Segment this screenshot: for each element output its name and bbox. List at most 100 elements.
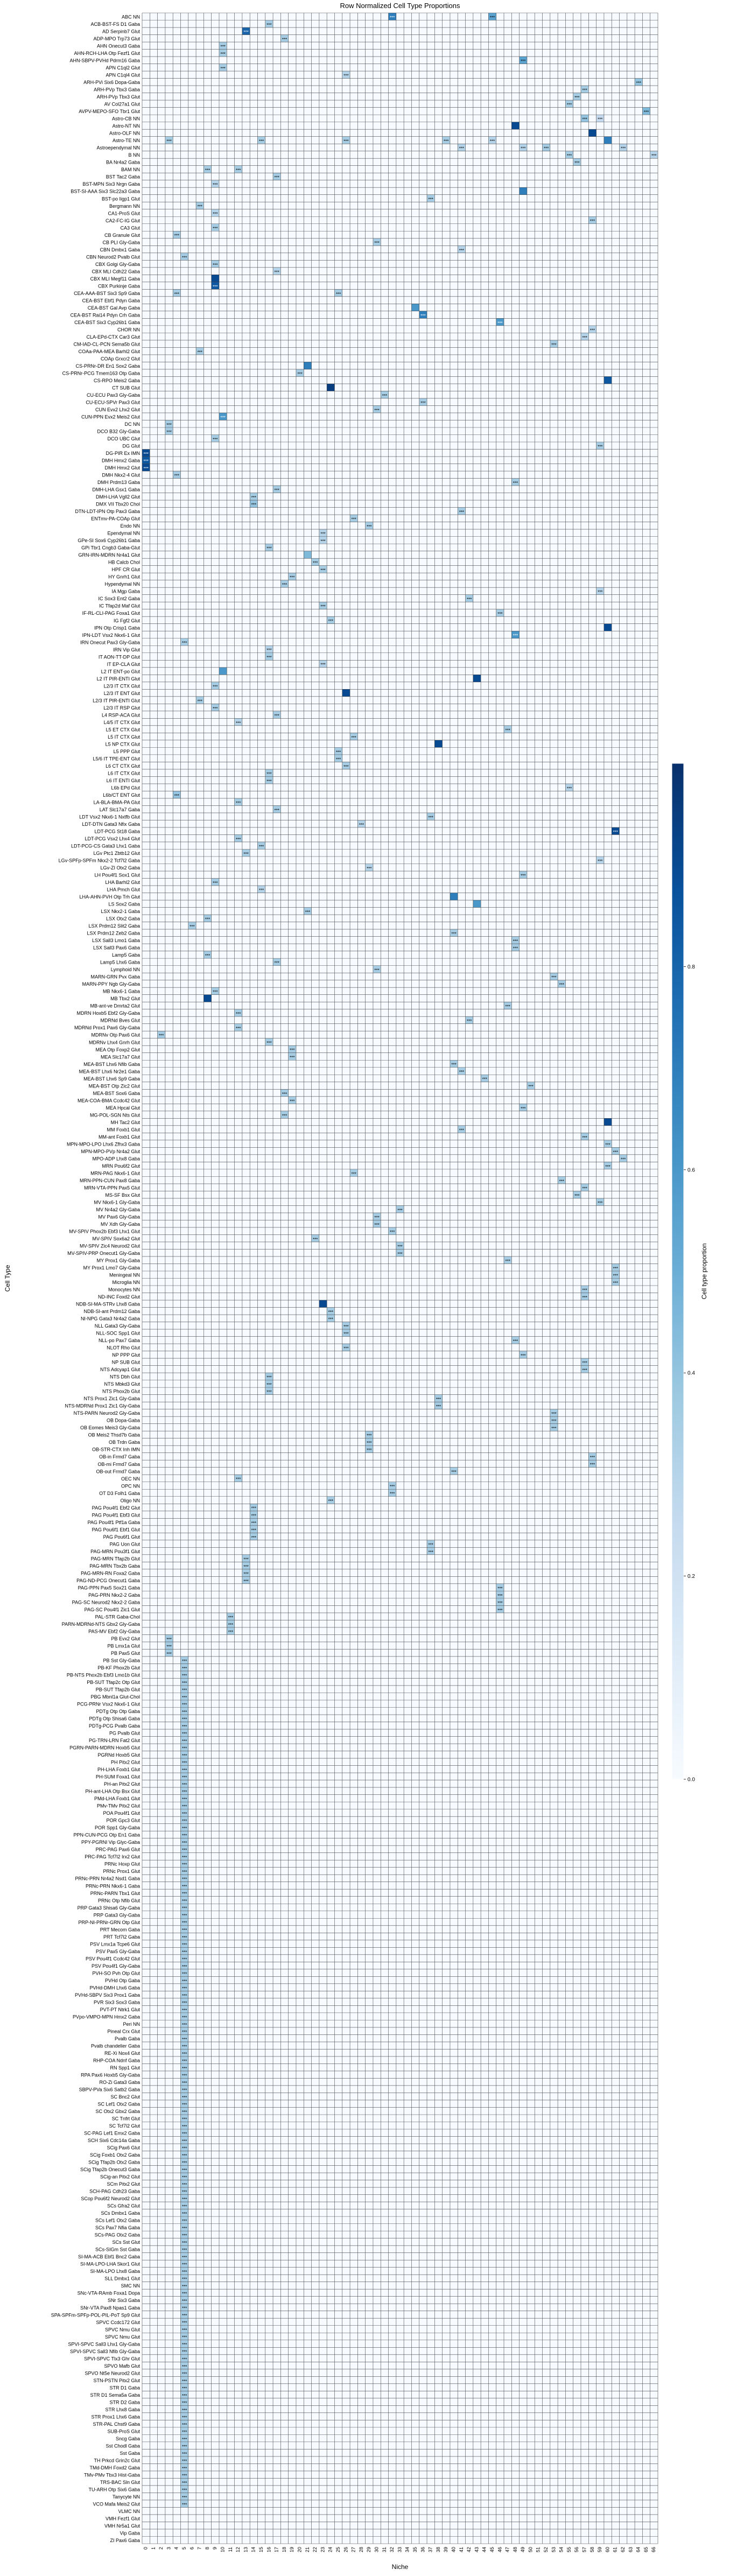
y-tick-label: Microglia NN [112,1280,140,1285]
cell-annotation: *** [182,1986,187,1991]
heatmap-cell [227,1620,235,1627]
heatmap-cell [180,1962,188,1969]
y-tick-label: Lamp5 Gaba [112,952,140,958]
heatmap-cell [242,1576,250,1584]
cell-annotation: *** [182,1659,187,1663]
x-tick-label: 64 [636,2547,641,2552]
y-tick-label: Hypendymal NN [104,581,140,587]
y-tick-label: IT AON-TT-DP Glut [99,654,141,659]
x-tick-label: 50 [528,2547,533,2552]
cell-annotation: *** [343,1332,348,1337]
heatmap-cell [180,2463,188,2471]
heatmap-cell [596,442,604,450]
cell-annotation: *** [174,474,179,479]
y-tick-label: ABC NN [122,15,140,20]
cell-annotation: *** [182,2095,187,2100]
x-tick-label: 62 [620,2547,626,2552]
y-tick-label: DMH-LHA Vgll2 Glut [96,494,141,500]
heatmap-cell [180,2231,188,2238]
y-tick-label: DMH Prdm13 Gaba [97,480,140,485]
y-tick-label: LGv-SPFp-SPFm Nkx2-2 Tcf7l2 Gaba [59,858,140,864]
y-tick-label: SNc-VTA-RAmb Foxa1 Dopa [78,2291,140,2296]
heatmap-cell [219,64,227,72]
heatmap-cell [234,798,242,806]
y-tick-label: L5/6 IT TPE-ENT Glut [93,756,140,761]
y-tick-label: MEA-BST Lhx6 Nfib Gaba [83,1062,140,1067]
cell-annotation: *** [259,139,264,144]
heatmap-cell [342,1322,350,1330]
x-tick-label: 54 [559,2547,564,2552]
cell-annotation: *** [182,2044,187,2049]
cell-annotation: *** [613,1273,618,1278]
cell-annotation: *** [182,2437,187,2442]
cell-annotation: *** [506,728,510,733]
y-tick-label: PVH-SO Pvh Otp Glut [92,1970,140,1976]
heatmap-cell [211,275,219,282]
heatmap-cell [180,2078,188,2086]
y-tick-label: CA2-FC-IG Glut [106,218,141,223]
y-tick-label: NTS-PARN Neurod2 Gly-Gaba [74,1410,140,1416]
heatmap-cell [265,769,273,777]
cell-annotation: *** [551,1412,556,1416]
cell-annotation: *** [182,1863,187,1868]
y-tick-label: NLL-SOC Spp1 Glut [96,1331,140,1336]
heatmap-cell [180,2151,188,2159]
y-tick-label: IA Mgp Gaba [111,589,140,594]
cell-annotation: *** [182,1812,187,1816]
y-tick-label: SCH-PAG Cdh23 Gaba [89,2189,140,2194]
heatmap-cell [573,1191,581,1198]
cell-annotation: *** [182,2205,187,2209]
y-tick-label: Sncg Gaba [116,2436,140,2441]
cell-annotation: *** [290,1099,294,1104]
cell-annotation: *** [182,2306,187,2311]
cell-annotation: *** [343,764,348,769]
heatmap-cell [334,754,342,762]
y-tick-label: TH Prkcd Grin2c Glut [94,2458,140,2463]
heatmap-cell [327,383,335,391]
cell-annotation: *** [374,241,379,245]
cell-annotation: *** [182,1834,187,1838]
heatmap-cell [180,2209,188,2217]
x-tick-label: 38 [436,2547,441,2552]
cell-annotation: *** [182,2212,187,2216]
y-tick-label: DC NN [125,422,141,427]
y-tick-label: SCig Tfap2b Otx2 Gaba [88,2160,140,2165]
cell-annotation: *** [182,2066,187,2071]
heatmap-cell [388,1482,396,1490]
x-tick-label: 59 [597,2547,602,2552]
y-tick-label: SI-MA-LPO Lhx8 Gaba [90,2269,140,2274]
heatmap-cell [165,427,173,435]
y-tick-label: PH-SUM Foxa1 Glut [96,1774,141,1780]
cell-annotation: *** [182,2059,187,2063]
heatmap-cell [211,704,219,711]
heatmap-cell [311,558,319,566]
cell-annotation: *** [213,212,217,216]
heatmap-cell [573,158,581,166]
cell-annotation: *** [551,1419,556,1424]
cell-annotation: *** [551,342,556,347]
cell-annotation: *** [459,1128,464,1133]
y-tick-label: AHN-RCH-LHA Otp Fezf1 Glut [74,51,140,56]
cell-annotation: *** [451,1063,456,1068]
heatmap-cell [180,2187,188,2195]
cell-annotation: *** [182,2473,187,2478]
x-tick-label: 36 [420,2547,425,2552]
cell-annotation: *** [182,1964,187,1969]
heatmap-cell [350,515,358,522]
cell-annotation: *** [182,2386,187,2391]
heatmap-cell [180,252,188,261]
heatmap-cell [180,2005,188,2013]
heatmap-cell [180,1685,188,1693]
y-tick-label: STR Lhx8 Gaba [105,2407,140,2412]
heatmap-cell [180,2180,188,2188]
x-tick-label: 51 [536,2547,541,2552]
cell-annotation: *** [182,1717,187,1722]
cell-annotation: *** [574,1194,579,1198]
y-tick-label: VMH Fezf1 Glut [106,2516,141,2522]
y-tick-label: NTS Adcyap1 Glut [100,1367,141,1372]
y-tick-label: PGRNd Hoxb5 Glut [97,1752,140,1758]
y-tick-label: GPe-SI Sox6 Cyp26b1 Gaba [78,538,140,543]
y-tick-label: PRP Gata3 Gly-Gaba [94,1912,140,1918]
y-tick-label: BAM NN [121,167,140,172]
heatmap-cell [180,2144,188,2151]
